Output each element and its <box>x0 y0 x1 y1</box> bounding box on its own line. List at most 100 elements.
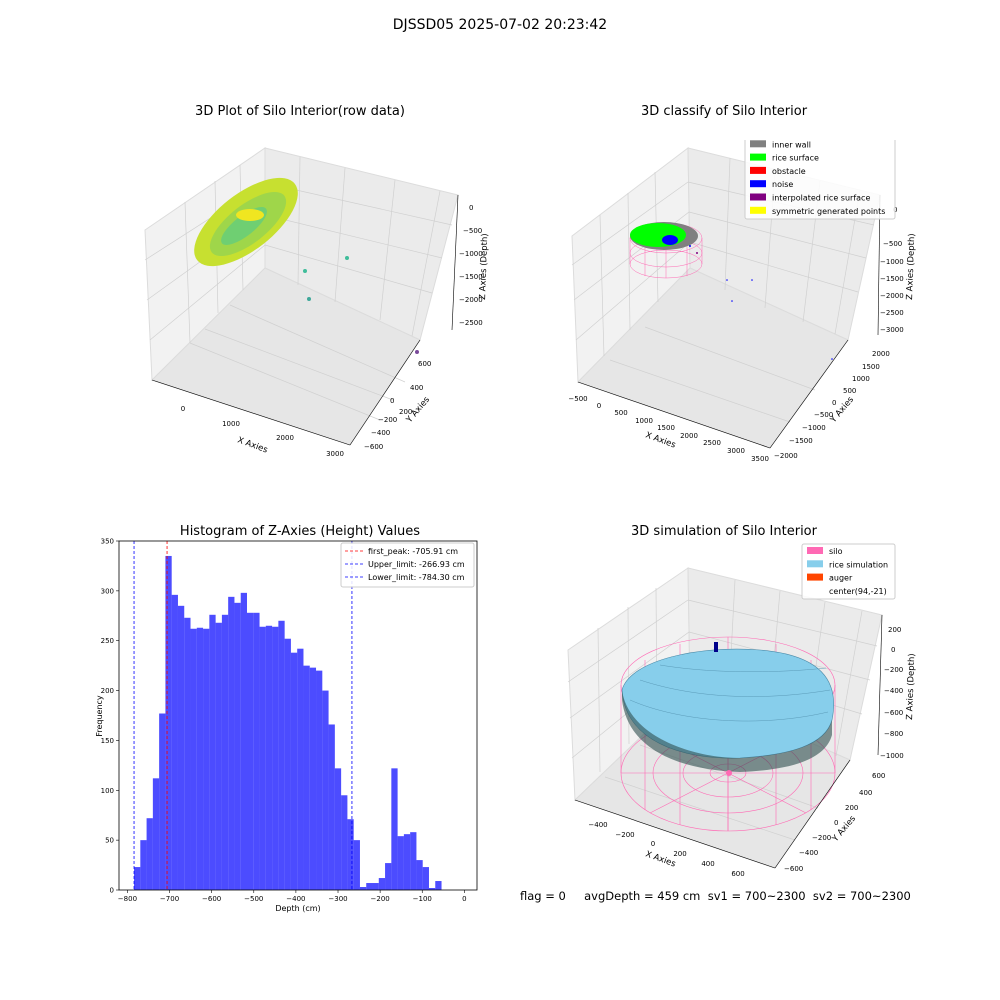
histogram-bar <box>196 627 204 890</box>
classify-plot-title: 3D classify of Silo Interior <box>640 104 808 119</box>
classify-ytick: −1000 <box>802 424 826 432</box>
histogram-xtick-label: −300 <box>328 895 347 903</box>
legend-label: interpolated rice surface <box>772 194 870 203</box>
histogram-bar <box>435 881 442 890</box>
histogram-bar <box>203 628 210 890</box>
legend-label: auger <box>829 574 853 583</box>
simulation-ytick: −600 <box>784 865 803 873</box>
histogram-bar <box>215 622 222 890</box>
simulation-ztick: −600 <box>884 709 903 717</box>
simulation-xtick: 0 <box>651 840 655 848</box>
histogram-xtick-label: −400 <box>286 895 305 903</box>
raw-ztick: −1000 <box>459 250 483 258</box>
legend-swatch <box>750 166 766 174</box>
histogram-ytick-label: 350 <box>101 538 114 546</box>
classify-ytick: 1000 <box>852 375 870 383</box>
histogram-xtick-label: −500 <box>244 895 263 903</box>
classify-ytick: 1500 <box>862 363 880 371</box>
histogram-ytick-label: 100 <box>101 787 114 795</box>
histogram-bar <box>284 638 291 890</box>
classify-ztick: −1000 <box>880 258 904 266</box>
raw-ztick: −1500 <box>459 273 483 281</box>
legend-swatch <box>807 547 823 554</box>
histogram-bar <box>184 617 191 890</box>
histogram-bar <box>422 867 429 890</box>
classify-ytick: −1500 <box>789 437 813 445</box>
simulation-ytick: 200 <box>845 804 858 812</box>
legend-label: symmetric generated points <box>772 207 885 216</box>
histogram-bar <box>228 596 235 890</box>
legend-label: silo <box>829 547 843 556</box>
histogram-title: Histogram of Z-Axies (Height) Values <box>179 524 421 539</box>
histogram-bar <box>297 648 304 890</box>
histogram-xtick-label: −200 <box>371 895 390 903</box>
histogram-bar <box>397 836 404 890</box>
raw-ytick: −200 <box>378 416 397 424</box>
simulation-3d-plot: −400 −200 0 200 400 600 600 400 200 0 −2… <box>567 543 917 878</box>
raw-xtick: 0 <box>181 405 185 413</box>
legend-label: obstacle <box>772 167 806 176</box>
legend-swatch <box>750 206 766 214</box>
raw-ytick: −400 <box>371 429 390 437</box>
simulation-xtick: 200 <box>673 850 686 858</box>
histogram-bar <box>353 840 360 890</box>
legend-label: rice surface <box>772 154 819 163</box>
legend-label: noise <box>772 180 793 189</box>
simulation-zlabel: Z Axies (Depth) <box>905 653 917 720</box>
raw-ytick: −600 <box>364 443 383 451</box>
histogram-bar <box>316 670 323 890</box>
simulation-ztick: 0 <box>891 646 895 654</box>
classify-ytick: −2000 <box>774 452 798 460</box>
simulation-xtick: 600 <box>731 870 744 878</box>
simulation-ztick: −800 <box>884 730 903 738</box>
legend-label: center(94,-21) <box>829 587 887 596</box>
histogram-bar <box>234 602 241 890</box>
histogram-legend: first_peak: -705.91 cm Upper_limit: -266.… <box>340 542 475 588</box>
histogram-bar <box>190 628 197 890</box>
legend-swatch <box>750 153 766 161</box>
classify-xtick: 1000 <box>635 417 653 425</box>
raw-xtick: 1000 <box>222 420 240 428</box>
classify-3d-plot: −500 0 500 1000 1500 2000 2500 3000 3500… <box>568 140 917 463</box>
raw-3d-plot: 0 1000 2000 3000 600 400 200 0 −200 −400… <box>144 147 490 458</box>
histogram-ytick-label: 50 <box>105 837 114 845</box>
histogram-bar <box>221 614 229 890</box>
classify-ztick: −500 <box>883 240 902 248</box>
histogram-bar <box>165 555 172 890</box>
histogram-legend-label: Lower_limit: -784.30 cm <box>368 573 465 582</box>
raw-xtick: 2000 <box>276 434 294 442</box>
histogram-bar <box>303 665 310 890</box>
histogram-xlabel: Depth (cm) <box>275 904 320 913</box>
classify-ytick: 2000 <box>872 350 890 358</box>
classify-ztick: −2500 <box>880 309 904 317</box>
status-footer: flag = 0 avgDepth = 459 cm sv1 = 700~230… <box>520 889 911 903</box>
histogram-bar <box>253 612 260 890</box>
classify-ytick: −500 <box>814 411 833 419</box>
histogram-bar <box>246 612 254 890</box>
histogram-bar <box>372 883 379 890</box>
legend-label: rice simulation <box>829 560 888 569</box>
raw-plot-title: 3D Plot of Silo Interior(row data) <box>195 104 405 119</box>
histogram-frame <box>118 540 478 891</box>
histogram-ytick-label: 250 <box>101 637 114 645</box>
simulation-ytick: −400 <box>799 849 818 857</box>
classify-ytick: 500 <box>843 387 856 395</box>
simulation-ztick: −200 <box>884 666 903 674</box>
classify-xtick: −500 <box>568 395 587 403</box>
figure-suptitle: DJSSD05 2025-07-02 20:23:42 <box>392 17 608 33</box>
histogram-xtick-label: 0 <box>462 895 466 903</box>
simulation-ytick: 400 <box>859 789 872 797</box>
simulation-ytick: 0 <box>834 819 838 827</box>
histogram-bar <box>272 626 279 890</box>
histogram-bar <box>391 768 398 890</box>
classify-zlabel: Z Axies (Depth) <box>905 233 917 300</box>
histogram-bar <box>209 614 216 890</box>
histogram-bar <box>290 652 298 890</box>
legend-swatch <box>750 180 766 188</box>
simulation-xtick: −400 <box>588 821 607 829</box>
histogram-bar <box>265 625 273 890</box>
simulation-ztick: 200 <box>888 626 901 634</box>
histogram-bar <box>171 594 178 890</box>
raw-xlabel: X Axies <box>236 435 269 455</box>
